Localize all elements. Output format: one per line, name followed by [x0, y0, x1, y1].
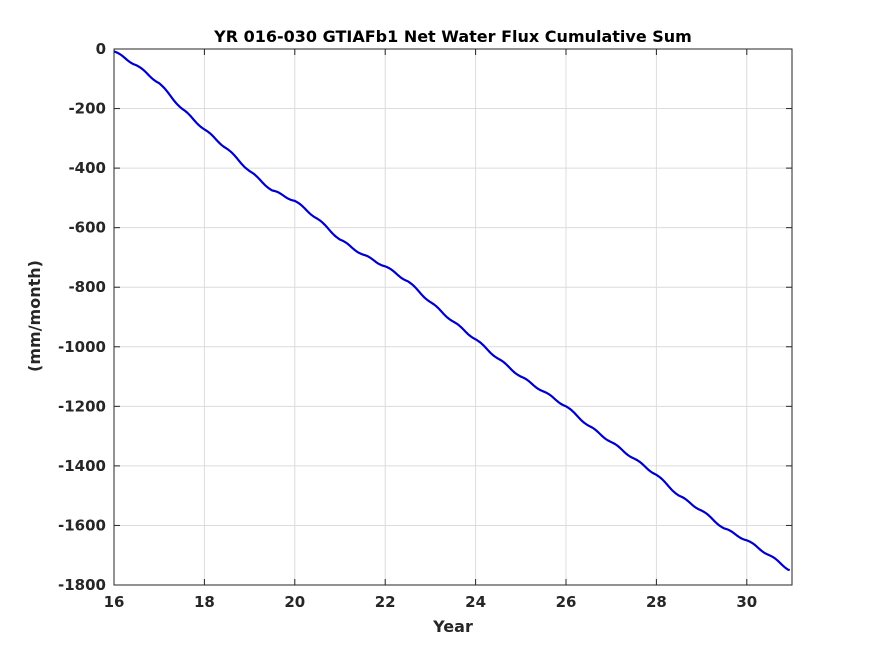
y-tick-label: -1800: [58, 576, 106, 594]
x-tick-label: 28: [646, 593, 667, 611]
x-axis-title: Year: [432, 617, 473, 636]
y-tick-label: -1000: [58, 338, 106, 356]
x-tick-label: 16: [104, 593, 125, 611]
x-tick-label: 18: [194, 593, 215, 611]
y-tick-labels: 0 -200 -400 -600 -800 -1000 -1200 -1400 -1600 -18…: [58, 40, 106, 594]
x-tick-label: 24: [465, 593, 486, 611]
x-tick-label: 22: [375, 593, 396, 611]
x-tick-label: 26: [556, 593, 577, 611]
chart-title: YR 016-030 GTIAFb1 Net Water Flux Cumula…: [213, 27, 692, 46]
tick-marks: [113, 48, 792, 586]
series-line: [113, 50, 791, 572]
y-tick-label: -200: [68, 100, 106, 118]
y-tick-label: -1600: [58, 516, 106, 534]
x-tick-labels: 16 18 20 22 24 26 28 30: [104, 593, 758, 611]
y-tick-label: -1200: [58, 397, 106, 415]
grid-lines: [113, 48, 792, 586]
x-tick-label: 30: [736, 593, 757, 611]
y-tick-label: -400: [68, 159, 106, 177]
y-tick-label: -800: [68, 278, 106, 296]
series-group: [113, 50, 791, 572]
y-tick-label: 0: [96, 40, 106, 58]
y-tick-label: -1400: [58, 457, 106, 475]
y-axis-title: (mm/month): [25, 260, 44, 372]
axes-box: [113, 48, 793, 586]
y-tick-label: -600: [68, 219, 106, 237]
x-tick-label: 20: [284, 593, 305, 611]
